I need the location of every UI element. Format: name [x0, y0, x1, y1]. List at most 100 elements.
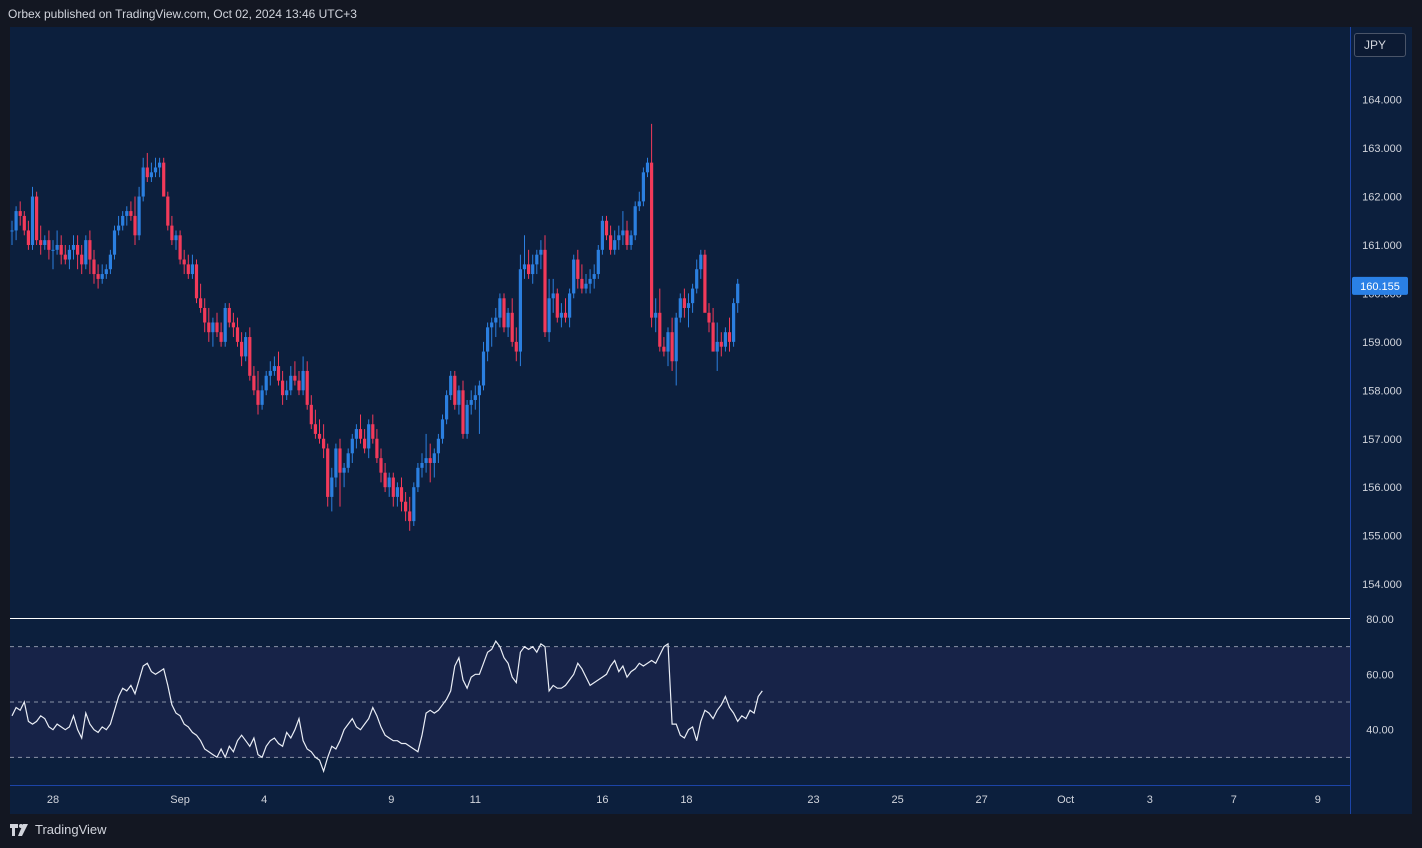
candle: [223, 303, 227, 347]
candle: [141, 157, 145, 202]
candle-body: [76, 244, 80, 255]
candle: [322, 424, 326, 459]
candle: [650, 123, 654, 328]
candle: [424, 433, 428, 473]
candle: [133, 196, 137, 245]
candle-body: [428, 458, 432, 463]
candle: [26, 220, 30, 250]
candle-body: [289, 375, 293, 391]
candle-body: [695, 269, 699, 289]
candle: [76, 235, 80, 270]
candle-body: [80, 254, 84, 265]
candle: [473, 385, 477, 410]
candle: [625, 220, 629, 250]
candle-body: [104, 269, 108, 275]
candle: [125, 206, 129, 226]
candle-body: [633, 206, 637, 236]
price-tick-label: 164.000: [1362, 95, 1402, 107]
chart-svg: 164.000163.000162.000161.000160.000159.0…: [10, 27, 1412, 814]
candle-body: [354, 429, 358, 439]
candle-body: [67, 249, 71, 260]
candle: [674, 312, 678, 386]
candle-body: [301, 370, 305, 391]
candle: [490, 317, 494, 347]
candle: [436, 433, 440, 463]
candle: [178, 230, 182, 265]
candle: [658, 288, 662, 352]
candle: [399, 477, 404, 512]
candle-body: [723, 332, 727, 347]
candle-body: [326, 448, 330, 497]
candle: [170, 215, 174, 245]
candle-body: [379, 458, 383, 473]
candle: [309, 395, 313, 430]
candle: [551, 278, 555, 313]
candle: [293, 361, 297, 386]
candle-body: [203, 307, 207, 323]
candle-body: [309, 404, 313, 425]
candle: [412, 482, 416, 526]
rsi-tick-label: 40.00: [1366, 725, 1394, 737]
candle: [576, 249, 580, 289]
candle: [248, 327, 252, 381]
candle: [440, 414, 445, 444]
price-tick-label: 154.000: [1362, 579, 1402, 591]
candle: [535, 249, 539, 275]
candle-body: [100, 274, 104, 279]
candle: [264, 370, 268, 396]
candle-body: [449, 375, 453, 396]
rsi-tick-label: 80.00: [1366, 614, 1394, 626]
candle-body: [641, 172, 645, 202]
candle: [231, 312, 235, 338]
tradingview-logo-icon: [10, 823, 30, 837]
candle-body: [137, 196, 141, 236]
candle: [547, 278, 551, 342]
currency-button[interactable]: JPY: [1354, 33, 1406, 57]
candle: [445, 390, 449, 425]
candle-body: [670, 332, 674, 362]
candle: [108, 249, 112, 275]
rsi-tick-label: 60.00: [1366, 669, 1394, 681]
candle: [145, 152, 149, 183]
candle-body: [502, 298, 506, 328]
candle-body: [588, 278, 592, 284]
candle: [404, 492, 408, 522]
candle-body: [244, 337, 248, 357]
candle-body: [666, 332, 670, 352]
candle-body: [617, 235, 621, 241]
candle: [112, 225, 117, 260]
candle: [235, 317, 240, 347]
price-tick-label: 156.000: [1362, 482, 1402, 494]
candle-body: [338, 448, 342, 473]
candle-body: [592, 274, 596, 279]
candle: [609, 225, 613, 255]
candle-body: [240, 341, 244, 357]
candle: [379, 448, 383, 483]
candle-body: [174, 235, 178, 241]
candle: [367, 419, 371, 459]
candle: [691, 283, 695, 313]
rsi-ticks: 80.00 60.00 40.00: [1366, 614, 1394, 737]
candle: [227, 303, 231, 328]
candle-body: [490, 322, 494, 328]
candle-body: [408, 511, 412, 522]
candle: [186, 254, 190, 279]
candle: [580, 264, 584, 294]
candle: [84, 235, 88, 270]
chart-frame: 164.000163.000162.000161.000160.000159.0…: [10, 27, 1412, 814]
candle: [43, 235, 47, 250]
candle: [588, 269, 592, 294]
price-tick-label: 161.000: [1362, 240, 1402, 252]
candle-body: [412, 487, 416, 522]
candle: [494, 307, 498, 338]
candle: [563, 298, 568, 323]
candle: [35, 191, 39, 245]
candle-body: [395, 487, 399, 497]
candle-body: [96, 274, 100, 279]
candle: [686, 293, 691, 328]
candle-body: [18, 211, 22, 216]
candle-body: [555, 293, 559, 318]
candle-body: [678, 298, 682, 318]
candle: [432, 448, 436, 478]
time-ticks: 28 Sep 4 9 11 16 18 23 25 27 Oct 3 7 9: [47, 794, 1321, 806]
